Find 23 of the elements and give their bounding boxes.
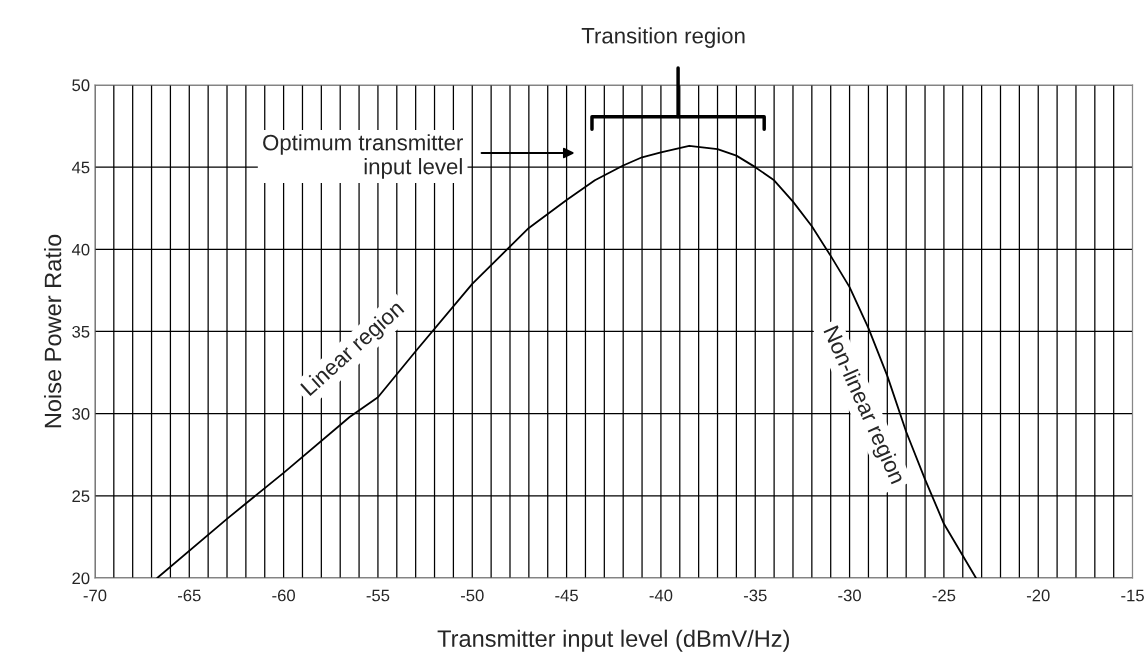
x-tick-label: -45 xyxy=(555,589,578,602)
x-tick-label: -35 xyxy=(743,589,767,602)
y-tick-label: 30 xyxy=(72,408,90,420)
y-tick-label: 50 xyxy=(72,79,90,92)
x-tick-label: -15 xyxy=(1121,589,1144,602)
x-tick-label: -70 xyxy=(83,589,107,602)
x-tick-label: -20 xyxy=(1026,589,1050,602)
y-tick-label: 35 xyxy=(72,325,90,338)
y-tick-label: 40 xyxy=(71,243,90,256)
x-tick-label: -50 xyxy=(460,589,484,602)
x-tick-label: -30 xyxy=(838,589,861,602)
text: Transition region xyxy=(581,27,745,48)
x-tick-label: -25 xyxy=(932,589,956,602)
x-tick-label: -40 xyxy=(649,589,673,602)
y-tick-label: 25 xyxy=(72,490,90,503)
x-tick-label: -65 xyxy=(177,589,201,602)
annotation: Optimum transmitter input level xyxy=(263,134,463,179)
x-tick-label: -60 xyxy=(272,589,295,602)
y-tick-label: 20 xyxy=(72,572,90,585)
x-axis-title: Transmitter input level (dBmV/Hz) xyxy=(437,629,789,652)
y-tick-label: 45 xyxy=(71,161,90,174)
y-axis-title: Noise Power Ratio xyxy=(43,234,62,428)
x-tick-label: -55 xyxy=(366,589,390,602)
